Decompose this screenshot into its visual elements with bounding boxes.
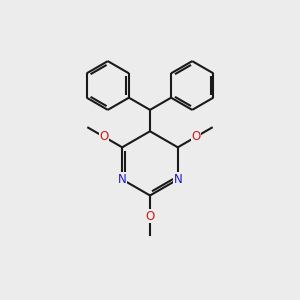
Text: O: O [100,130,109,143]
Text: N: N [118,173,127,186]
Text: N: N [173,173,182,186]
Text: O: O [146,210,154,223]
Text: O: O [191,130,200,143]
